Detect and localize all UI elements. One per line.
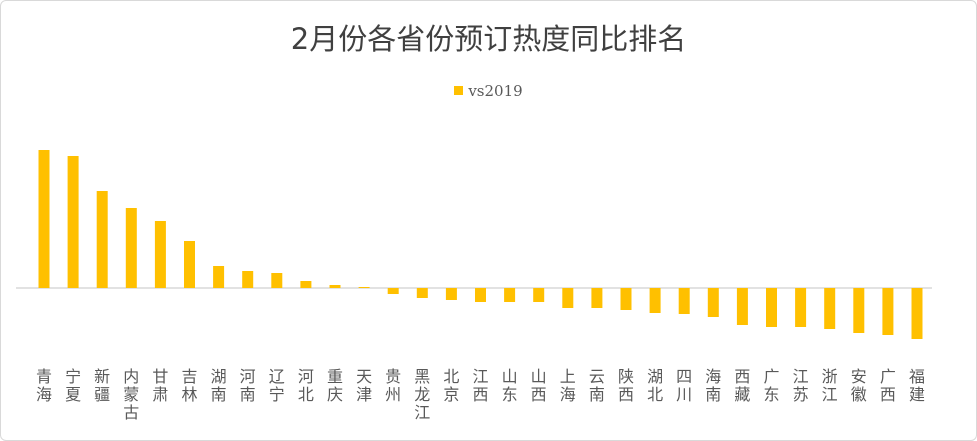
x-tick-label: 北京: [443, 367, 460, 404]
bar-河南: [242, 271, 254, 288]
bar-内蒙古: [125, 208, 137, 288]
x-tick-label: 湖南: [210, 367, 227, 404]
x-tick-label: 安徽: [850, 367, 867, 404]
bar-山西: [533, 288, 545, 302]
legend-swatch: [454, 86, 464, 95]
bar-福建: [911, 288, 923, 339]
bar-新疆: [96, 191, 108, 288]
bar-宁夏: [67, 156, 79, 288]
x-tick-label: 辽宁: [268, 367, 285, 404]
x-tick-label: 福建: [908, 367, 925, 404]
bar-湖南: [213, 266, 225, 288]
x-tick-label: 河南: [239, 367, 256, 404]
bar-贵州: [387, 288, 399, 294]
bar-云南: [591, 288, 603, 308]
x-tick-label: 云南: [588, 367, 605, 404]
bar-安徽: [853, 288, 865, 333]
x-tick-label: 山西: [530, 367, 547, 404]
bar-江西: [475, 288, 486, 302]
bar-河北: [300, 281, 312, 288]
x-tick-label: 广西: [879, 367, 896, 404]
bar-辽宁: [271, 273, 283, 288]
x-tick-label: 湖北: [647, 367, 664, 404]
x-tick-label: 重庆: [326, 367, 343, 404]
x-tick-label: 青海: [35, 367, 52, 404]
bar-天津: [358, 287, 370, 288]
x-tick-label: 山东: [501, 367, 518, 404]
x-tick-label: 上海: [559, 367, 576, 404]
x-tick-label: 甘肃: [152, 367, 169, 404]
bar-海南: [707, 288, 719, 317]
bar-山东: [504, 288, 516, 302]
bar-吉林: [184, 241, 195, 288]
bar-甘肃: [154, 221, 166, 288]
bar-浙江: [824, 288, 836, 329]
x-tick-label: 浙江: [821, 367, 838, 404]
bar-重庆: [329, 285, 341, 288]
x-tick-label: 黑龙江: [414, 367, 431, 422]
x-tick-label: 江苏: [792, 367, 809, 404]
x-tick-label: 内蒙古: [123, 367, 140, 422]
bar-上海: [562, 288, 574, 308]
x-tick-label: 陕西: [617, 367, 634, 404]
legend: vs2019: [0, 82, 977, 100]
bar-广西: [882, 288, 894, 335]
bar-湖北: [649, 288, 661, 313]
x-tick-label: 广东: [763, 367, 780, 404]
chart-title: 2月份各省份预订热度同比排名: [290, 22, 687, 56]
x-tick-label: 海南: [705, 367, 722, 404]
x-tick-label: 江西: [472, 367, 489, 404]
x-tick-label: 西藏: [734, 367, 751, 404]
x-tick-label: 吉林: [181, 367, 198, 404]
bar-青海: [38, 150, 50, 288]
x-tick-label: 河北: [297, 367, 314, 404]
x-tick-label: 新疆: [94, 367, 111, 404]
bar-北京: [445, 288, 457, 300]
bar-西藏: [736, 288, 748, 325]
x-tick-label: 宁夏: [65, 367, 82, 404]
bar-江苏: [795, 288, 807, 327]
bar-广东: [766, 288, 777, 327]
bar-陕西: [620, 288, 632, 310]
bar-黑龙江: [416, 288, 428, 298]
x-tick-label: 天津: [356, 367, 373, 404]
legend-label: vs2019: [468, 82, 523, 100]
x-tick-label: 四川: [676, 367, 693, 404]
bar-四川: [678, 288, 690, 314]
x-tick-label: 贵州: [385, 367, 402, 404]
